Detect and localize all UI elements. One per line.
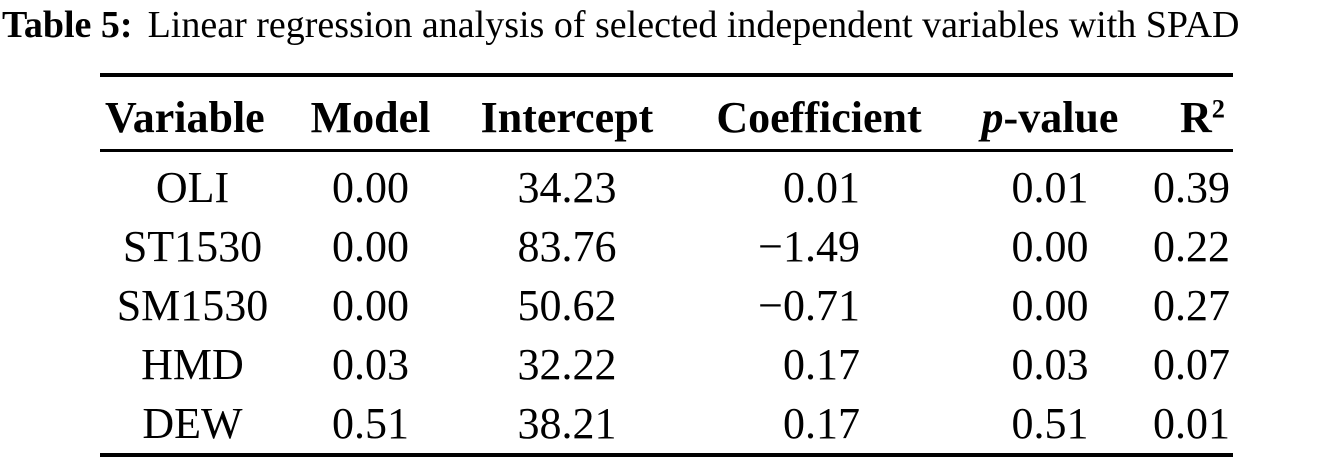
col-header-p-value: p-value (960, 75, 1140, 152)
p-value-italic-p: p (981, 92, 1004, 142)
cell-intercept: 83.76 (517, 222, 617, 271)
cell-intercept: 32.22 (517, 340, 617, 389)
cell-model: 0.00 (332, 163, 409, 212)
table-caption-text: Linear regression analysis of selected i… (147, 4, 1240, 46)
cell-intercept: 34.23 (517, 163, 617, 212)
cell-coefficient: 0.01 (783, 163, 860, 212)
table-row-oli: OLI 0.00 34.23 0.01 0.01 0.39 (100, 151, 1233, 218)
table-row-dew: DEW 0.51 38.21 0.17 0.51 0.01 (100, 394, 1233, 455)
r-squared-superscript: 2 (1211, 92, 1225, 123)
cell-r-squared: 0.07 (1153, 340, 1230, 389)
cell-coefficient: −0.71 (758, 281, 860, 330)
table-row-sm1530: SM1530 0.00 50.62 −0.71 0.00 0.27 (100, 276, 1233, 335)
cell-r-squared: 0.27 (1153, 281, 1230, 330)
r-squared-base: R (1180, 92, 1212, 142)
cell-variable: ST1530 (122, 222, 263, 271)
col-header-variable: Variable (100, 75, 285, 152)
cell-coefficient: −1.49 (758, 222, 860, 271)
cell-r-squared: 0.39 (1153, 163, 1230, 212)
cell-r-squared: 0.22 (1153, 222, 1230, 271)
cell-p-value: 0.00 (1011, 222, 1089, 271)
cell-intercept: 38.21 (517, 399, 617, 448)
col-header-r-squared: R2 (1140, 75, 1233, 152)
cell-variable: OLI (155, 163, 230, 212)
cell-variable: HMD (141, 340, 244, 389)
cell-p-value: 0.00 (1011, 281, 1089, 330)
cell-intercept: 50.62 (517, 281, 617, 330)
table-caption: Table 5: Linear regression analysis of se… (2, 2, 1239, 48)
cell-coefficient: 0.17 (783, 340, 860, 389)
table-row-hmd: HMD 0.03 32.22 0.17 0.03 0.07 (100, 335, 1233, 394)
table-caption-label: Table 5: (2, 4, 133, 46)
p-value-rest: -value (1003, 92, 1119, 142)
cell-variable: DEW (142, 399, 243, 448)
col-header-intercept: Intercept (456, 75, 678, 152)
cell-p-value: 0.01 (1011, 163, 1089, 212)
table-row-st1530: ST1530 0.00 83.76 −1.49 0.00 0.22 (100, 217, 1233, 276)
col-header-model: Model (285, 75, 456, 152)
header-row: Variable Model Intercept Coefficient p-v… (100, 75, 1233, 152)
cell-p-value: 0.03 (1011, 340, 1089, 389)
col-header-coefficient: Coefficient (678, 75, 960, 152)
cell-model: 0.03 (332, 340, 409, 389)
cell-p-value: 0.51 (1011, 399, 1089, 448)
regression-table: Variable Model Intercept Coefficient p-v… (100, 73, 1233, 457)
cell-model: 0.51 (332, 399, 409, 448)
cell-coefficient: 0.17 (783, 399, 860, 448)
cell-variable: SM1530 (116, 281, 269, 330)
cell-r-squared: 0.01 (1153, 399, 1230, 448)
cell-model: 0.00 (332, 222, 409, 271)
cell-model: 0.00 (332, 281, 409, 330)
